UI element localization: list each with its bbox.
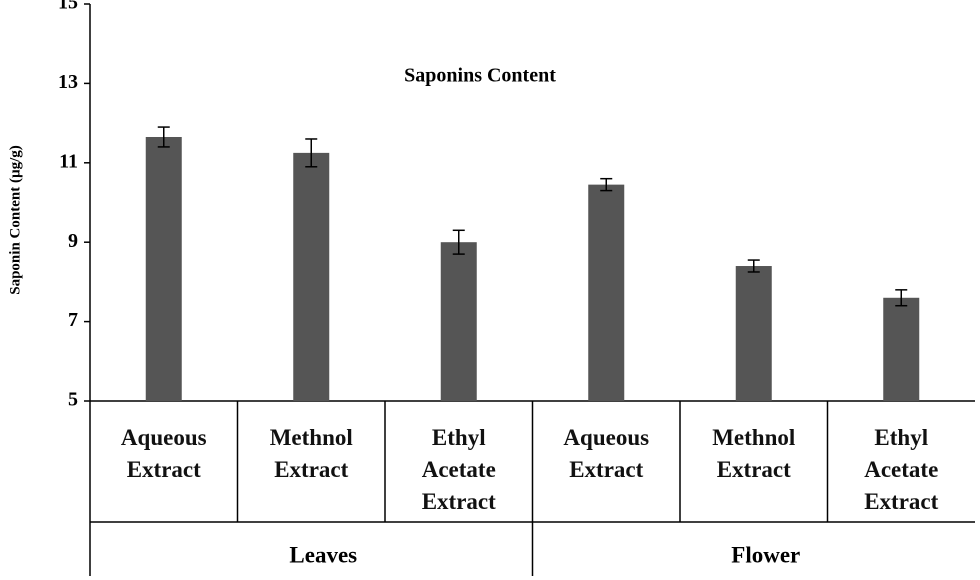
y-tick-label: 11 [59, 150, 78, 172]
bar [293, 152, 330, 401]
y-tick-label: 7 [68, 309, 78, 331]
bar [883, 297, 920, 401]
y-axis-label: Saponin Content (µg/g) [7, 145, 23, 295]
y-tick-label: 5 [68, 389, 78, 411]
x-tick-label: Methnol Extract [712, 425, 796, 482]
y-tick-label: 15 [58, 0, 78, 14]
x-tick-label: Methnol Extract [269, 425, 353, 482]
error-bar [157, 126, 170, 148]
error-bar [747, 259, 760, 273]
x-tick-label: Ethyl Acetate Extract [421, 425, 496, 514]
x-tick-label: Ethyl Acetate Extract [864, 425, 939, 514]
group-label: Leaves [289, 542, 357, 567]
x-tick-label: Aqueous Extract [120, 425, 207, 482]
bar [440, 242, 477, 401]
chart-title: Saponins Content [404, 65, 556, 87]
error-bar [600, 177, 613, 192]
group-label: Flower [731, 542, 800, 567]
y-tick-label: 9 [68, 230, 78, 252]
x-tick-label: Aqueous Extract [563, 425, 650, 482]
bar [735, 266, 772, 401]
y-tick-label: 13 [58, 71, 78, 93]
bar [588, 184, 625, 401]
error-bar [452, 229, 465, 255]
error-bar [305, 138, 318, 168]
bar [145, 136, 182, 401]
error-bar [895, 289, 908, 307]
